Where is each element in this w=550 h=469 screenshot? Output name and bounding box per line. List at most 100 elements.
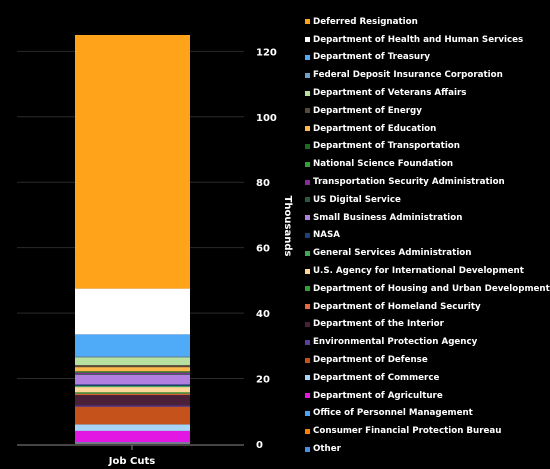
legend-swatch [305,197,310,203]
bar-segment-other [75,443,190,444]
bar-segment-department-of-the-interior [75,394,190,406]
legend-swatch [305,54,310,60]
legend-swatch [305,428,310,434]
bar-segment-office-of-personnel-management [75,442,190,443]
legend-label: Department of Agriculture [313,390,443,401]
bar-segment-u-s-agency-for-international-development [75,387,190,393]
legend-swatch [305,126,310,132]
legend-swatch [305,37,310,43]
legend-item[interactable]: Department of the Interior [305,316,550,334]
bar-segment-department-of-defense [75,406,190,425]
legend-swatch [305,72,310,78]
y-tick-label: 120 [256,47,277,58]
bar-segment-consumer-financial-protection-bureau [75,442,190,444]
legend-swatch [305,393,310,399]
legend-item[interactable]: Department of Health and Human Services [305,31,550,49]
legend-swatch [305,339,310,345]
bar-segment-national-science-foundation [75,372,190,373]
bar-segment-department-of-transportation [75,371,190,373]
y-tick-label: 80 [256,178,270,189]
legend-item[interactable]: NASA [305,227,550,245]
y-tick-label: 60 [256,244,270,255]
y-axis-ticks: 0 20 40 60 80 100 120 [256,47,277,451]
bar-segment-department-of-commerce [75,424,190,431]
y-axis-label: Thousands [282,196,293,257]
bar-segment-small-business-administration [75,374,190,385]
legend-swatch [305,161,310,167]
legend-swatch [305,446,310,452]
legend-label: Deferred Resignation [313,16,418,27]
bar-segment-us-digital-service [75,373,190,375]
bar-segment-department-of-education [75,367,190,372]
x-category-label: Job Cuts [108,456,155,467]
legend-item[interactable]: Deferred Resignation [305,13,550,31]
bar-segment-nasa [75,384,190,386]
legend-label: Department of the Interior [313,319,444,330]
legend-item[interactable]: Department of Energy [305,102,550,120]
y-tick-label: 20 [256,375,270,386]
legend-swatch [305,304,310,310]
legend-label: Department of Housing and Urban Developm… [313,283,550,294]
legend-label: NASA [313,230,340,241]
legend-item[interactable]: Consumer Financial Protection Bureau [305,422,550,440]
bar-segment-department-of-energy [75,365,190,368]
legend-swatch [305,179,310,185]
legend-item[interactable]: Department of Agriculture [305,387,550,405]
bar-segment-department-of-treasury [75,334,190,357]
legend-label: Other [313,444,341,455]
legend-swatch [305,321,310,327]
legend-item[interactable]: Transportation Security Administration [305,173,550,191]
legend-label: Office of Personnel Management [313,408,473,419]
legend-item[interactable]: Office of Personnel Management [305,405,550,423]
legend-swatch [305,268,310,274]
legend-swatch [305,108,310,114]
legend-item[interactable]: General Services Administration [305,244,550,262]
y-tick-label: 40 [256,309,270,320]
legend-label: Department of Education [313,123,437,134]
bar-segment-department-of-veterans-affairs [75,357,190,366]
legend-swatch [305,375,310,381]
legend-label: Federal Deposit Insurance Corporation [313,70,503,81]
legend-label: Department of Homeland Security [313,301,481,312]
legend-swatch [305,250,310,256]
legend-item[interactable]: Federal Deposit Insurance Corporation [305,66,550,84]
legend-item[interactable]: U.S. Agency for International Developmen… [305,262,550,280]
legend-label: Environmental Protection Agency [313,337,478,348]
legend-item[interactable]: Small Business Administration [305,209,550,227]
legend-label: U.S. Agency for International Developmen… [313,266,524,277]
legend-label: Department of Veterans Affairs [313,88,467,99]
legend-swatch [305,410,310,416]
legend-item[interactable]: Other [305,440,550,458]
legend-label: Department of Transportation [313,141,460,152]
legend-item[interactable]: National Science Foundation [305,155,550,173]
bar-segment-environmental-protection-agency [75,405,190,407]
legend-item[interactable]: Department of Treasury [305,49,550,67]
legend-item[interactable]: US Digital Service [305,191,550,209]
legend-swatch [305,357,310,363]
legend-swatch [305,232,310,238]
legend: Deferred Resignation Department of Health… [305,13,550,458]
legend-swatch [305,215,310,221]
bar-segment-department-of-health-and-human-services [75,288,190,335]
legend-item[interactable]: Department of Housing and Urban Developm… [305,280,550,298]
bar-segment-transportation-security-administration [75,372,190,374]
legend-label: Department of Commerce [313,372,440,383]
legend-item[interactable]: Department of Education [305,120,550,138]
y-tick-label: 100 [256,113,277,124]
legend-item[interactable]: Department of Veterans Affairs [305,84,550,102]
legend-label: Department of Health and Human Services [313,34,524,45]
legend-item[interactable]: Department of Transportation [305,138,550,156]
legend-label: Consumer Financial Protection Bureau [313,426,502,437]
bar-segment-general-services-administration [75,385,190,388]
bar-segment-department-of-homeland-security [75,393,190,395]
legend-swatch [305,19,310,25]
legend-item[interactable]: Department of Commerce [305,369,550,387]
legend-item[interactable]: Department of Defense [305,351,550,369]
legend-swatch [305,143,310,149]
bar-segment-federal-deposit-insurance-corporation [75,356,190,358]
legend-swatch [305,286,310,292]
bar-segment-department-of-housing-and-urban-development [75,392,190,394]
legend-item[interactable]: Environmental Protection Agency [305,333,550,351]
legend-item[interactable]: Department of Homeland Security [305,298,550,316]
